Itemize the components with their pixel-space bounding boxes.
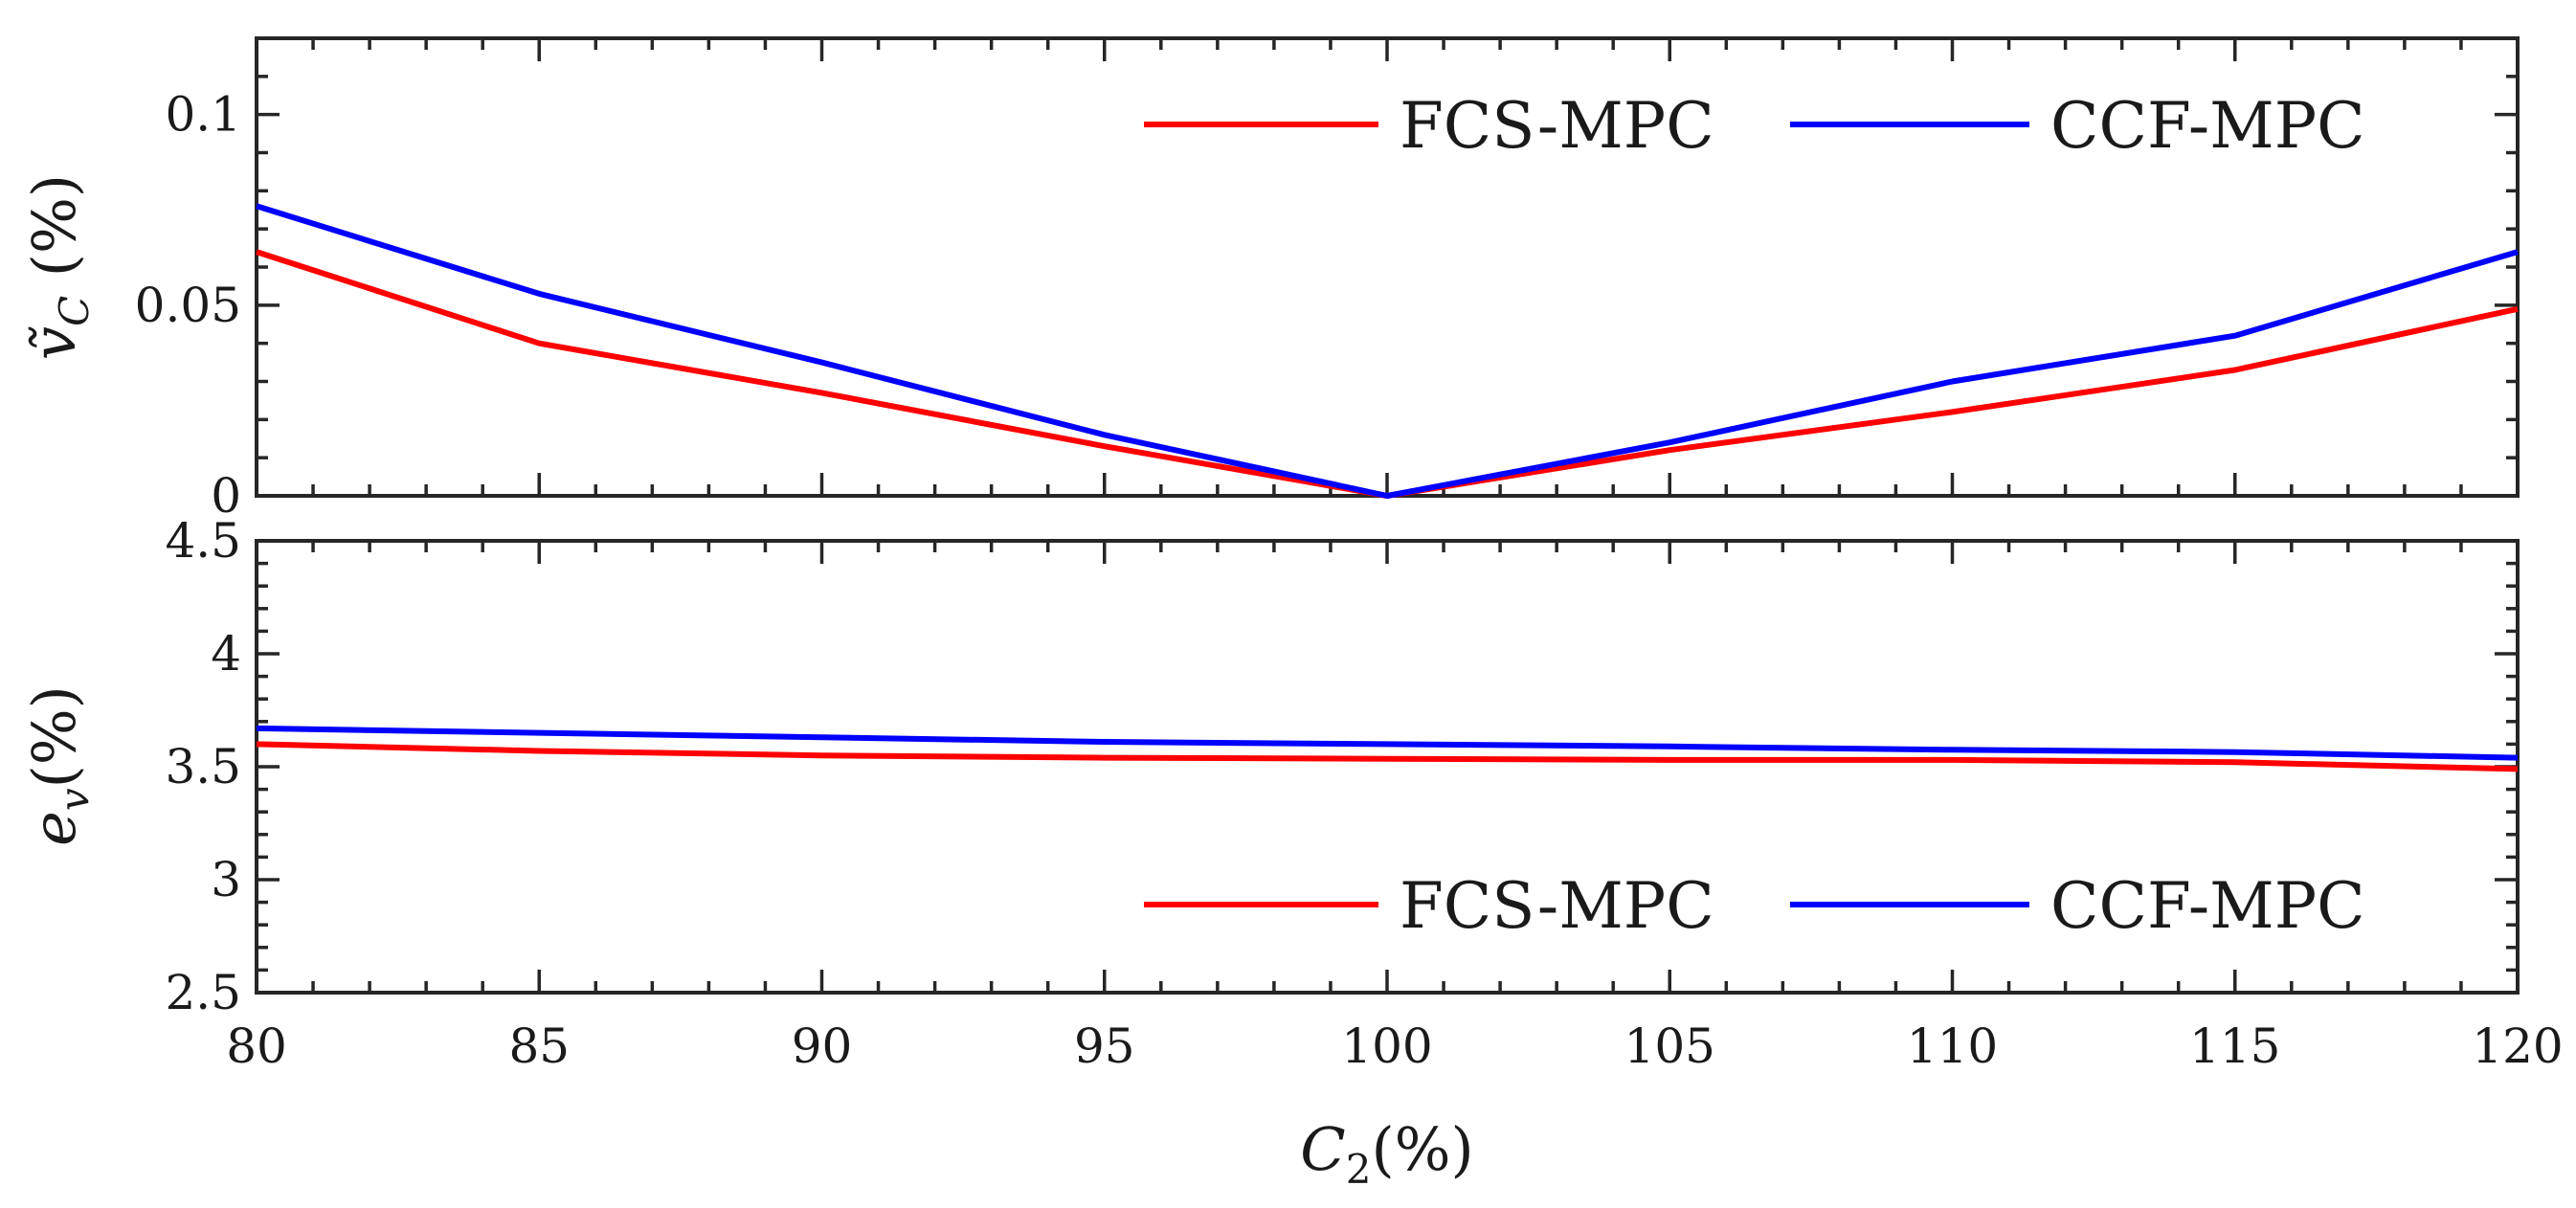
y-tick-label: 2.5	[165, 965, 241, 1020]
legend-label-ccf-mpc: CCF-MPC	[2050, 869, 2365, 943]
x-tick-label: 90	[792, 1018, 853, 1074]
legend: FCS-MPC CCF-MPC	[1144, 869, 2365, 943]
x-tick-labels: 80 85 90 95 100 105 110 115 120	[226, 1018, 2564, 1074]
x-ticks	[255, 38, 2520, 496]
legend: FCS-MPC CCF-MPC	[1144, 89, 2365, 163]
x-tick-label: 120	[2472, 1018, 2563, 1074]
series-line-ccf-mpc	[256, 203, 2519, 499]
x-ticks	[255, 541, 2520, 993]
axis-titles: ṽC (%) ev(%) C2(%)	[19, 174, 1474, 1193]
y-tick-label: 3.5	[165, 739, 241, 794]
y-tick-label: 3	[211, 852, 241, 907]
legend-label-fcs-mpc: FCS-MPC	[1400, 869, 1714, 943]
x-tick-label: 85	[508, 1018, 570, 1074]
y-ticks	[257, 36, 2518, 498]
top-panel: 0 0.05 0.1 FCS-MPC CCF-MPC	[135, 36, 2520, 524]
x-tick-label: 100	[1341, 1018, 1432, 1074]
x-tick-label: 95	[1074, 1018, 1135, 1074]
legend-label-ccf-mpc: CCF-MPC	[2050, 89, 2365, 163]
y-tick-label: 0.05	[135, 278, 241, 333]
x-axis-label: C2(%)	[1300, 1114, 1473, 1193]
y-tick-label: 4.5	[165, 513, 241, 569]
y-axis-label-top: ṽC (%)	[19, 174, 98, 360]
y-axis-label-bottom: ev(%)	[19, 685, 98, 846]
x-tick-label: 115	[2189, 1018, 2280, 1074]
series-line-fcs-mpc	[256, 249, 2519, 499]
series-line-fcs-mpc	[256, 741, 2519, 772]
x-tick-label: 80	[226, 1018, 287, 1074]
series-line-ccf-mpc	[256, 725, 2519, 761]
y-tick-label: 4	[211, 626, 241, 682]
x-tick-label: 105	[1624, 1018, 1715, 1074]
y-tick-label: 0.1	[165, 87, 241, 143]
bottom-panel: 2.5 3 3.5 4 4.5 FCS-MPC CCF-MPC	[165, 513, 2520, 1020]
y-tick-label: 0	[211, 468, 241, 524]
x-tick-label: 110	[1907, 1018, 1998, 1074]
legend-label-fcs-mpc: FCS-MPC	[1400, 89, 1714, 163]
